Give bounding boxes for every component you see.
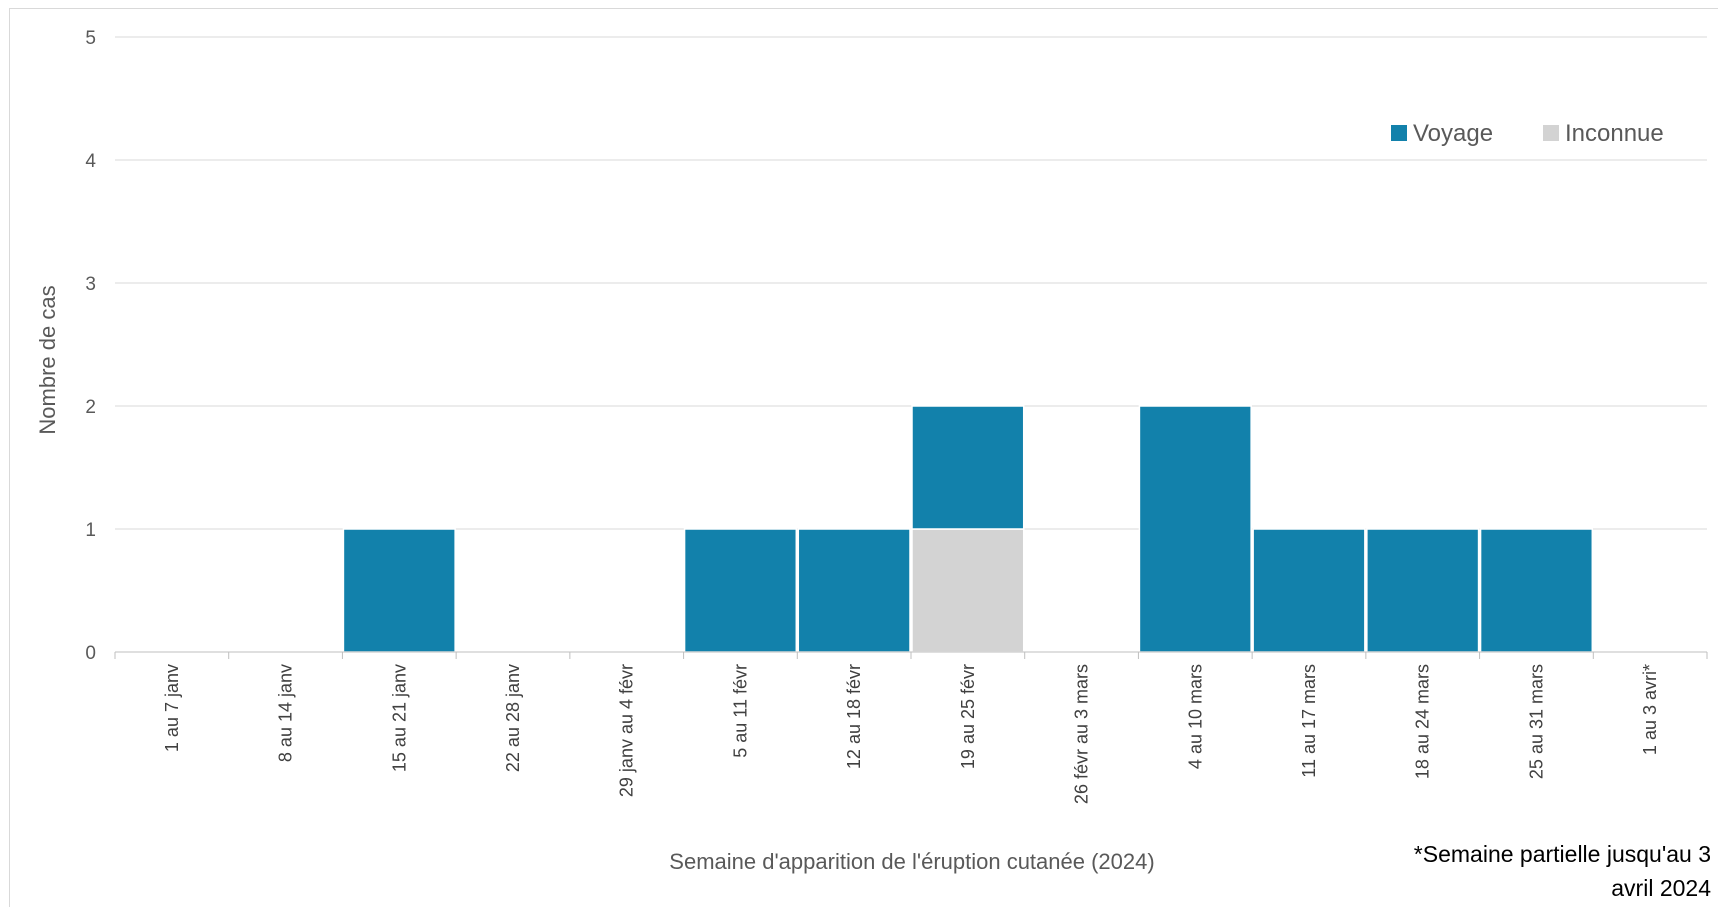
bar-voyage-10 bbox=[1252, 528, 1366, 653]
bar-inconnue-7 bbox=[911, 528, 1025, 653]
bar-voyage-11 bbox=[1366, 528, 1480, 653]
x-tick-label: 11 au 17 mars bbox=[1299, 664, 1319, 778]
legend-label-voyage: Voyage bbox=[1413, 120, 1493, 147]
legend: Voyage Inconnue bbox=[1391, 120, 1664, 147]
bar-voyage-6 bbox=[797, 528, 911, 653]
axes bbox=[114, 651, 1708, 659]
bar-voyage-7 bbox=[911, 405, 1025, 530]
y-tick-label: 0 bbox=[85, 643, 96, 664]
x-tick-label: 15 au 21 janv bbox=[389, 664, 409, 772]
x-tick-label: 22 au 28 janv bbox=[503, 664, 523, 772]
footnote-line-1: *Semaine partielle jusqu'au 3 bbox=[1414, 841, 1711, 867]
x-tick-label: 29 janv au 4 févr bbox=[617, 664, 637, 797]
y-tick-label: 1 bbox=[85, 520, 96, 541]
x-tick-label: 1 au 7 janv bbox=[162, 664, 182, 752]
bar-voyage-12 bbox=[1479, 528, 1594, 653]
x-tick-label: 18 au 24 mars bbox=[1413, 664, 1433, 779]
bar-voyage-5 bbox=[683, 528, 798, 653]
x-tick-label: 1 au 3 avri* bbox=[1640, 664, 1660, 755]
x-tick-label: 4 au 10 mars bbox=[1185, 664, 1205, 769]
y-tick-label: 3 bbox=[85, 274, 96, 295]
gridlines bbox=[115, 36, 1707, 530]
bar-voyage-2 bbox=[342, 528, 456, 653]
legend-label-inconnue: Inconnue bbox=[1565, 120, 1664, 147]
y-tick-label: 2 bbox=[85, 397, 96, 418]
footnote-line-2: avril 2024 bbox=[1611, 875, 1711, 901]
x-tick-label: 5 au 11 févr bbox=[730, 664, 750, 758]
x-tick-label: 12 au 18 févr bbox=[844, 664, 864, 769]
chart-frame bbox=[9, 8, 1718, 907]
y-tick-label: 4 bbox=[85, 151, 96, 172]
bar-voyage-9 bbox=[1138, 405, 1252, 653]
x-tick-label: 19 au 25 févr bbox=[958, 664, 978, 769]
x-axis-title: Semaine d'apparition de l'éruption cutan… bbox=[669, 849, 1154, 874]
y-axis-title: Nombre de cas bbox=[35, 285, 60, 434]
legend-swatch-voyage bbox=[1391, 125, 1407, 141]
y-tick-label: 5 bbox=[85, 28, 96, 49]
legend-swatch-inconnue bbox=[1543, 125, 1559, 141]
x-tick-label: 26 févr au 3 mars bbox=[1072, 664, 1092, 804]
x-tick-labels: 1 au 7 janv 8 au 14 janv 15 au 21 janv 22 a… bbox=[162, 664, 1660, 804]
y-tick-labels: 0 1 2 3 4 5 bbox=[85, 28, 96, 664]
x-tick-label: 8 au 14 janv bbox=[276, 664, 296, 762]
x-tick-label: 25 au 31 mars bbox=[1526, 664, 1546, 779]
